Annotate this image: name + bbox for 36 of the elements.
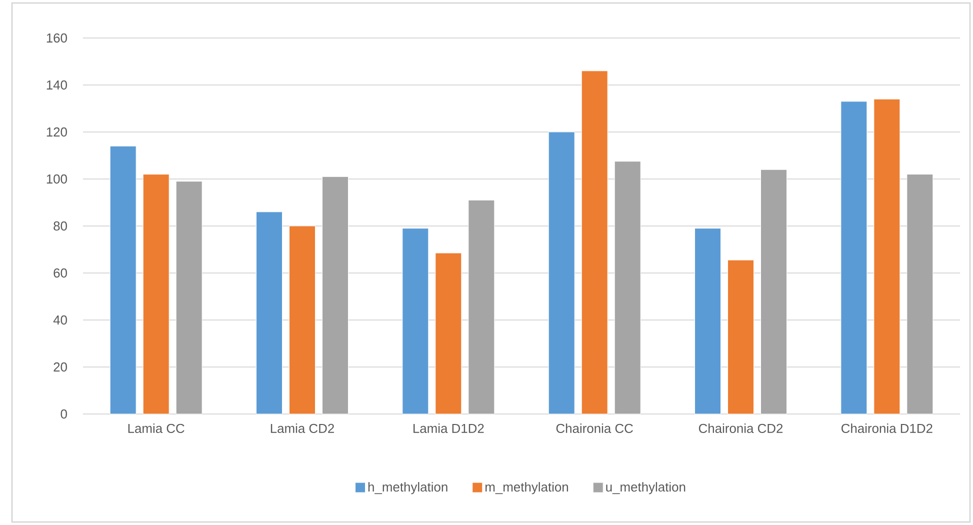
y-tick-label: 120: [46, 127, 67, 137]
bar: [728, 260, 754, 414]
bar: [110, 146, 136, 414]
y-tick-label: 60: [54, 268, 67, 278]
bar: [402, 228, 429, 414]
bar: [256, 212, 283, 414]
y-tick-label: 20: [54, 362, 67, 372]
y-tick-label: 40: [53, 315, 67, 325]
bar: [468, 200, 495, 414]
y-tick-label: 160: [46, 33, 67, 43]
bar: [548, 132, 575, 414]
legend-label: u_methylation: [606, 482, 686, 494]
x-tick-label: Chaironia CC: [556, 424, 633, 434]
bar: [694, 228, 722, 414]
bar: [435, 252, 462, 414]
x-tick-label: Chaironia CD2: [698, 424, 783, 434]
x-tick-label: Chaironia D1D2: [842, 424, 932, 434]
bar: [760, 169, 788, 414]
y-tick-label: 80: [54, 221, 67, 231]
bar: [581, 70, 608, 414]
bar: [906, 174, 934, 414]
legend-label: h_methylation: [368, 482, 448, 494]
bar: [874, 98, 900, 414]
bar: [614, 161, 641, 414]
bar: [176, 181, 202, 414]
bar: [289, 226, 316, 414]
legend-label: m_methylation: [486, 482, 568, 494]
bar: [142, 174, 170, 414]
bar: [840, 101, 868, 414]
y-tick-label: 140: [46, 80, 67, 90]
x-tick-label: Lamia CD2: [270, 424, 334, 434]
y-tick-label: 100: [46, 174, 67, 184]
x-tick-label: Lamia CC: [128, 424, 184, 434]
x-tick-label: Lamia D1D2: [413, 424, 484, 434]
bar: [322, 176, 349, 414]
y-tick-label: 0: [60, 409, 67, 419]
